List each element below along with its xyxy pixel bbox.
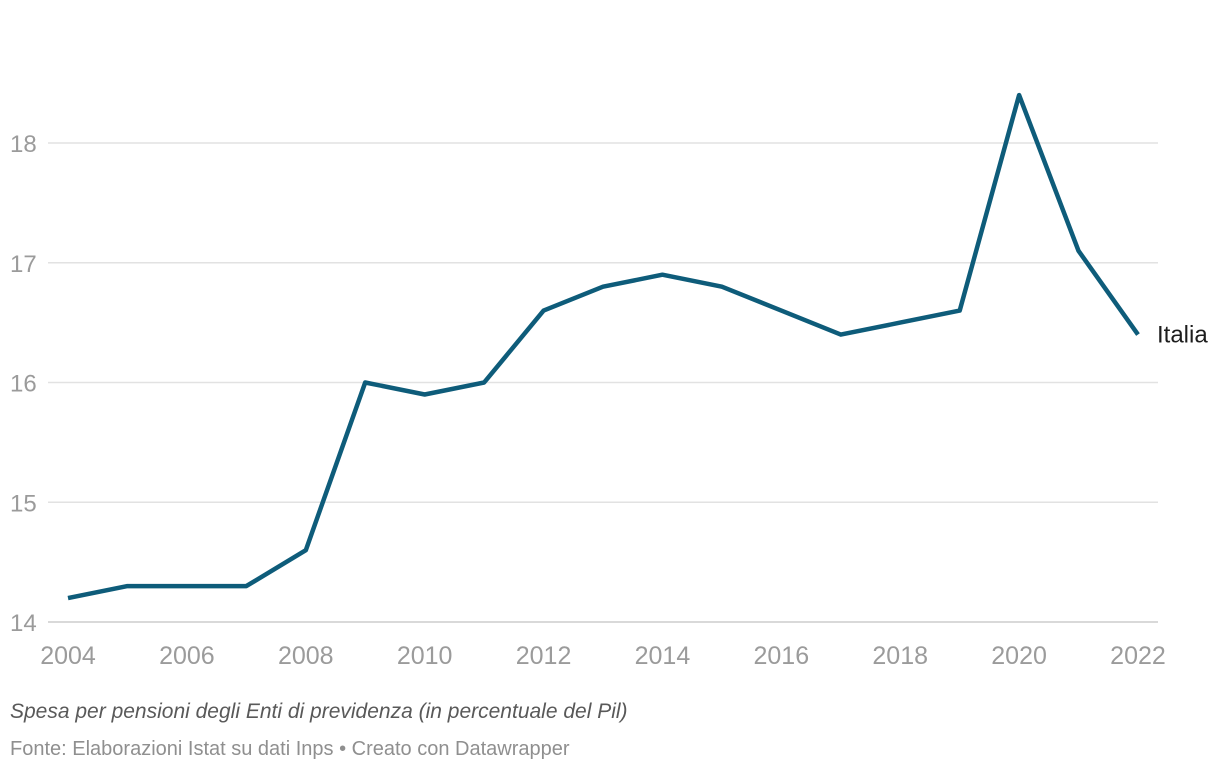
chart: 14 15 16 17 18 2004 2006 2008 2010 2012 2014 2016 2… (10, 92, 1208, 670)
series-label-italia: Italia (1157, 322, 1208, 349)
chart-footer: Spesa per pensioni degli Enti di previde… (10, 698, 1210, 762)
x-tick-label-2016: 2016 (754, 642, 810, 670)
series-line-italia (67, 92, 1140, 601)
y-tick-label-16: 16 (10, 371, 37, 398)
x-tick-label-2010: 2010 (397, 642, 453, 670)
y-tick-label-14: 14 (10, 610, 37, 637)
x-tick-label-2022: 2022 (1110, 642, 1166, 670)
x-tick-label-2020: 2020 (991, 642, 1047, 670)
x-tick-label-2012: 2012 (516, 642, 572, 670)
x-tick-label-2018: 2018 (872, 642, 928, 670)
x-tick-label-2006: 2006 (159, 642, 215, 670)
x-tick-label-2004: 2004 (40, 642, 96, 670)
x-tick-label-2014: 2014 (635, 642, 691, 670)
chart-title: Spesa per pensioni degli Enti di previde… (10, 700, 628, 723)
chart-source: Fonte: Elaborazioni Istat su dati Inps •… (10, 738, 570, 761)
y-tick-label-15: 15 (10, 490, 37, 517)
y-axis-labels: 14 15 16 17 18 (10, 131, 37, 637)
x-tick-label-2008: 2008 (278, 642, 334, 670)
y-tick-label-18: 18 (10, 131, 37, 158)
gridlines (48, 142, 1158, 623)
y-tick-label-17: 17 (10, 251, 37, 278)
x-axis-labels: 2004 2006 2008 2010 2012 2014 2016 2018 2020 2022 (40, 642, 1166, 670)
